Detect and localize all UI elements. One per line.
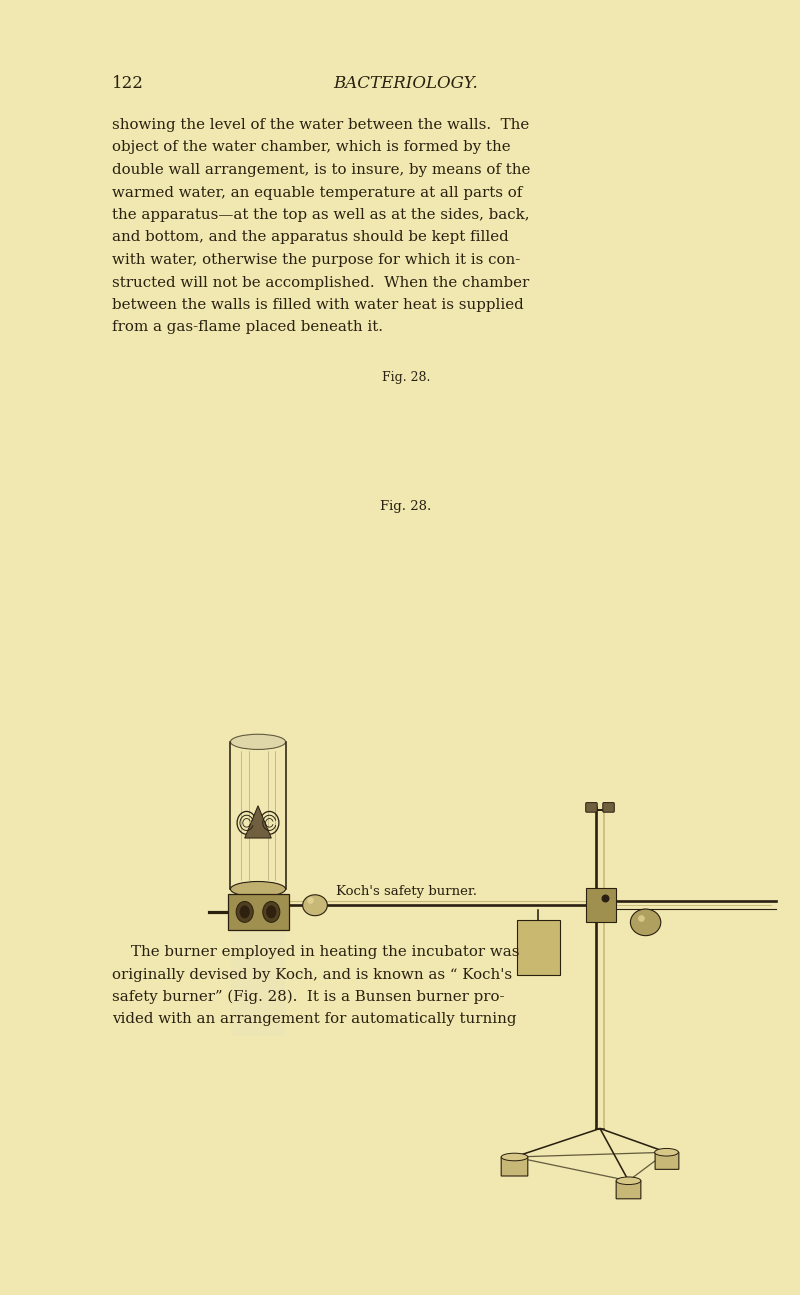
FancyBboxPatch shape xyxy=(586,803,597,812)
Ellipse shape xyxy=(262,901,280,922)
Text: structed will not be accomplished.  When the chamber: structed will not be accomplished. When … xyxy=(112,276,530,290)
Text: from a gas-flame placed beneath it.: from a gas-flame placed beneath it. xyxy=(112,320,383,334)
Ellipse shape xyxy=(501,1154,528,1160)
FancyBboxPatch shape xyxy=(616,1181,641,1199)
Text: with water, otherwise the purpose for which it is con-: with water, otherwise the purpose for wh… xyxy=(112,253,520,267)
Text: BACTERIOLOGY.: BACTERIOLOGY. xyxy=(334,75,478,92)
Ellipse shape xyxy=(616,1177,641,1185)
Ellipse shape xyxy=(630,909,661,936)
Ellipse shape xyxy=(236,901,254,922)
Text: the apparatus—at the top as well as at the sides, back,: the apparatus—at the top as well as at t… xyxy=(112,208,530,221)
Text: Koch's safety burner.: Koch's safety burner. xyxy=(335,884,477,897)
Ellipse shape xyxy=(230,734,286,750)
Bar xyxy=(228,894,290,930)
Text: between the walls is filled with water heat is supplied: between the walls is filled with water h… xyxy=(112,298,524,312)
Text: The burner employed in heating the incubator was: The burner employed in heating the incub… xyxy=(112,945,519,960)
Ellipse shape xyxy=(230,882,286,896)
Ellipse shape xyxy=(240,905,250,918)
Text: Fig. 28.: Fig. 28. xyxy=(380,500,432,513)
Polygon shape xyxy=(245,805,271,838)
Text: warmed water, an equable temperature at all parts of: warmed water, an equable temperature at … xyxy=(112,185,522,199)
FancyBboxPatch shape xyxy=(655,1153,679,1169)
Bar xyxy=(586,888,616,922)
Text: and bottom, and the apparatus should be kept filled: and bottom, and the apparatus should be … xyxy=(112,231,509,245)
Text: 122: 122 xyxy=(112,75,144,92)
Text: vided with an arrangement for automatically turning: vided with an arrangement for automatica… xyxy=(112,1013,517,1027)
Text: Fig. 28.: Fig. 28. xyxy=(382,370,430,385)
Text: double wall arrangement, is to insure, by means of the: double wall arrangement, is to insure, b… xyxy=(112,163,530,177)
Text: object of the water chamber, which is formed by the: object of the water chamber, which is fo… xyxy=(112,140,510,154)
FancyBboxPatch shape xyxy=(501,1156,528,1176)
Text: originally devised by Koch, and is known as “ Koch's: originally devised by Koch, and is known… xyxy=(112,967,512,982)
Text: safety burner” (Fig. 28).  It is a Bunsen burner pro-: safety burner” (Fig. 28). It is a Bunsen… xyxy=(112,989,505,1005)
Ellipse shape xyxy=(654,1149,678,1156)
Ellipse shape xyxy=(266,905,276,918)
Ellipse shape xyxy=(302,895,327,916)
Bar xyxy=(231,890,285,1036)
Bar xyxy=(518,919,560,975)
FancyBboxPatch shape xyxy=(603,803,614,812)
Text: showing the level of the water between the walls.  The: showing the level of the water between t… xyxy=(112,118,530,132)
